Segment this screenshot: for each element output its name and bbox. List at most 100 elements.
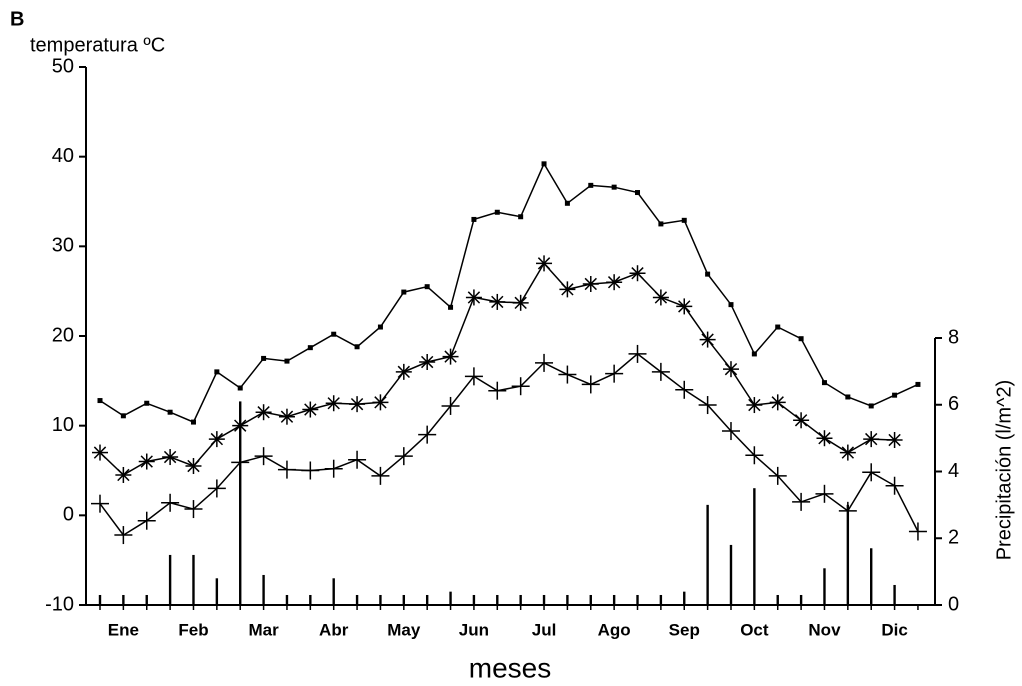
point-marker (301, 461, 320, 480)
point-marker (541, 161, 547, 167)
precipitation-bar (566, 594, 569, 605)
dot-marker (635, 190, 641, 196)
dot-marker (681, 217, 687, 223)
point-marker (494, 209, 500, 215)
panel-label: B (10, 8, 24, 30)
point-marker (261, 355, 267, 361)
asterisk-stroke (537, 257, 551, 270)
point-marker (115, 466, 132, 483)
y2-tick-label: 0 (948, 593, 959, 615)
point-marker (582, 275, 599, 292)
point-marker (605, 364, 624, 383)
precipitation-bar (122, 594, 125, 605)
x-tick-label: Oct (740, 620, 769, 639)
asterisk-stroke (327, 397, 340, 410)
point-marker (845, 394, 851, 400)
precipitation-bar (496, 594, 499, 605)
point-marker (349, 396, 366, 413)
point-marker (237, 385, 243, 391)
point-marker (816, 430, 833, 447)
point-marker (915, 381, 921, 387)
asterisk-stroke (678, 300, 691, 313)
point-marker (745, 446, 764, 465)
precipitation-bar (519, 594, 522, 605)
point-marker (354, 344, 360, 350)
precipitation-bar (706, 504, 709, 605)
point-marker (162, 449, 179, 466)
x-tick-label: Sep (669, 620, 700, 639)
precipitation-bar (893, 584, 896, 605)
point-marker (564, 200, 570, 206)
asterisk-stroke (794, 414, 808, 427)
asterisk-stroke (514, 296, 527, 310)
y2-tick-label: 2 (948, 527, 959, 549)
point-marker (331, 331, 337, 337)
point-marker (698, 396, 717, 415)
precipitation-bar (659, 594, 663, 605)
dot-marker (821, 380, 827, 386)
point-marker (278, 408, 295, 425)
precipitation-bar (98, 594, 102, 605)
temperature-line (99, 162, 919, 424)
point-marker (635, 190, 641, 196)
precipitation-bar (799, 594, 803, 605)
precipitation-bar (729, 544, 733, 605)
dot-marker (518, 214, 524, 220)
point-marker (863, 431, 880, 448)
asterisk-stroke (771, 396, 784, 409)
y-tick-label: 20 (52, 324, 74, 346)
asterisk-stroke (467, 291, 481, 304)
point-marker (277, 460, 296, 479)
point-marker (581, 375, 600, 394)
y2-tick-label: 8 (948, 326, 959, 348)
precipitation-bar (379, 594, 382, 605)
point-marker (190, 419, 196, 425)
dot-marker (845, 394, 851, 400)
y-axis-label: temperatura ºC (30, 34, 165, 56)
precipitation-bar (612, 594, 616, 605)
point-marker (419, 354, 436, 371)
point-marker (207, 479, 226, 498)
precipitation-bar (472, 594, 476, 605)
point-marker (161, 493, 180, 512)
asterisk-stroke (280, 410, 294, 423)
precipitation-bar (823, 568, 826, 605)
temperature-line (99, 352, 919, 537)
precipitation-bar (589, 594, 592, 605)
x-axis-label: meses (469, 652, 551, 683)
point-marker (92, 444, 108, 461)
dot-marker (377, 324, 383, 330)
asterisk-stroke (654, 291, 668, 304)
precipitation-bar (542, 594, 546, 605)
asterisk-stroke (584, 277, 597, 291)
dot-marker (892, 392, 898, 398)
dot-marker (658, 221, 664, 227)
point-marker (284, 358, 290, 364)
point-marker (588, 182, 594, 188)
asterisk-stroke (350, 397, 364, 411)
x-tick-label: Abr (319, 620, 349, 639)
x-tick-label: Mar (248, 620, 279, 639)
point-marker (441, 396, 460, 415)
x-tick-label: Feb (178, 620, 208, 639)
precipitation-bar (636, 594, 639, 605)
point-marker (862, 463, 881, 482)
point-marker (138, 453, 155, 470)
point-marker (559, 281, 576, 298)
asterisk-stroke (748, 398, 761, 412)
y-tick-label: -10 (45, 593, 74, 615)
asterisk-stroke (444, 350, 457, 363)
point-marker (120, 413, 126, 419)
dot-marker (144, 400, 150, 406)
point-marker (394, 447, 413, 466)
precipitation-bar (239, 401, 242, 605)
precipitation-bar (215, 578, 219, 605)
dot-marker (284, 358, 290, 364)
point-marker (255, 404, 272, 421)
point-marker (793, 412, 810, 429)
point-marker (676, 298, 693, 315)
dot-marker (611, 184, 617, 190)
point-marker (721, 422, 740, 441)
precipitation-bar (753, 488, 756, 605)
dot-marker (588, 182, 594, 188)
